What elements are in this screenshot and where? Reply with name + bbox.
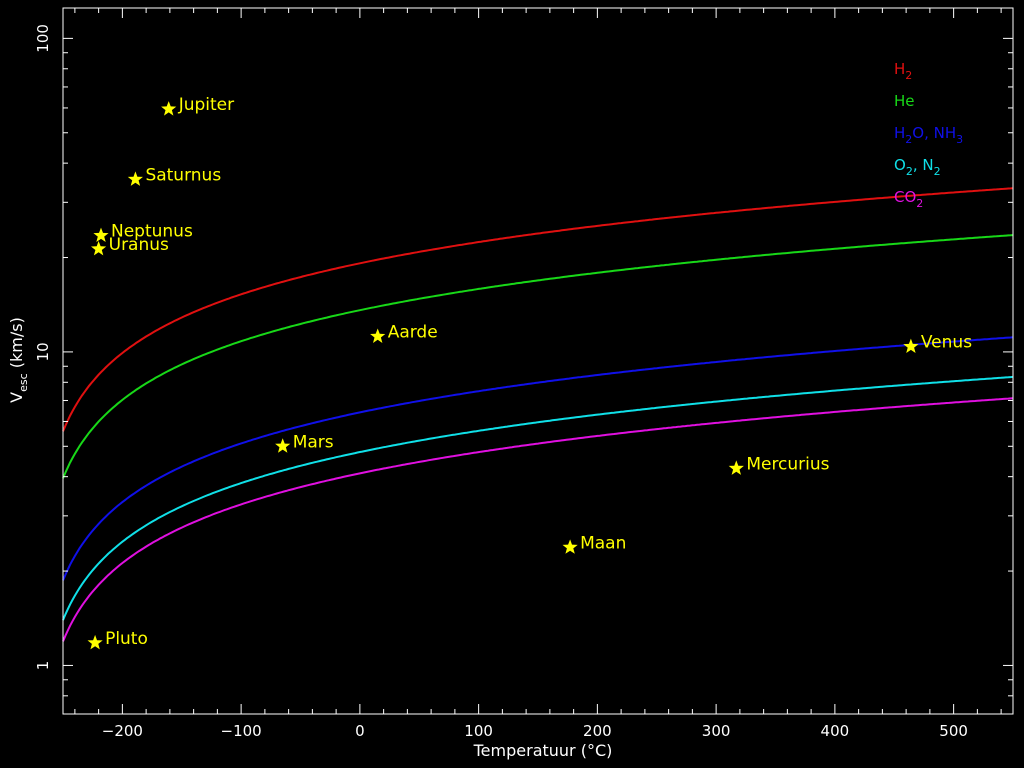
point-label-mars: Mars [293, 432, 334, 452]
point-label-uranus: Uranus [109, 235, 169, 255]
series-line-co2 [62, 397, 1014, 642]
axis-ticks: −200 −100 0 100 200 300 400 500 1 10 100 [34, 8, 1013, 740]
y-axis-label-rest: (km/s) [7, 317, 26, 373]
star-marker-aarde [370, 328, 386, 343]
y-axis-label: Vesc (km/s) [7, 317, 30, 403]
plot-frame [62, 7, 1014, 715]
y-axis-label-main: V [7, 392, 26, 403]
series-line-o2-n2 [62, 375, 1014, 621]
legend-item-he: He [894, 92, 915, 110]
star-marker-uranus [91, 241, 107, 256]
legend-item-h2o-nh3: H2O, NH3 [894, 124, 963, 146]
x-tick-label: −200 [102, 722, 143, 740]
point-label-pluto: Pluto [105, 629, 148, 649]
x-tick-label: 100 [464, 722, 493, 740]
x-tick-label: 400 [821, 722, 850, 740]
star-marker-maan [562, 539, 578, 554]
series-line-h2o-nh3 [62, 336, 1014, 581]
curves [62, 187, 1014, 642]
x-axis-label: Temperatuur (°C) [473, 741, 613, 760]
series-line-h2 [62, 187, 1014, 432]
plot-frame-box [62, 7, 1014, 715]
y-tick-label: 10 [34, 342, 52, 361]
point-label-maan: Maan [580, 533, 626, 553]
point-label-venus: Venus [921, 333, 972, 353]
point-label-saturnus: Saturnus [145, 165, 221, 185]
point-label-aarde: Aarde [388, 322, 438, 342]
x-tick-label: 500 [939, 722, 968, 740]
series-line-he [62, 234, 1014, 479]
star-marker-venus [903, 338, 919, 353]
x-tick-label: −100 [221, 722, 262, 740]
point-label-jupiter: Jupiter [178, 95, 234, 115]
star-marker-mercurius [728, 460, 744, 475]
x-tick-label: 300 [702, 722, 731, 740]
point-label-neptunus: Neptunus [111, 222, 193, 242]
star-marker-pluto [87, 634, 103, 650]
star-marker-mars [275, 438, 291, 453]
legend-item-h2: H2 [894, 60, 912, 82]
y-tick-label: 100 [34, 24, 52, 53]
legend-item-o2-n2: O2, N2 [894, 156, 941, 178]
legend-item-co2: CO2 [894, 188, 923, 210]
y-tick-label: 1 [34, 661, 52, 671]
x-tick-label: 200 [583, 722, 612, 740]
star-marker-saturnus [127, 171, 143, 186]
axis-labels: Temperatuur (°C) Vesc (km/s) [7, 317, 612, 760]
star-marker-neptunus [93, 227, 109, 242]
star-marker-jupiter [161, 101, 177, 116]
x-tick-label: 0 [355, 722, 365, 740]
y-axis-label-sub: esc [17, 373, 30, 392]
legend: H2 He H2O, NH3 O2, N2 CO2 [894, 60, 963, 210]
point-label-mercurius: Mercurius [746, 454, 829, 474]
